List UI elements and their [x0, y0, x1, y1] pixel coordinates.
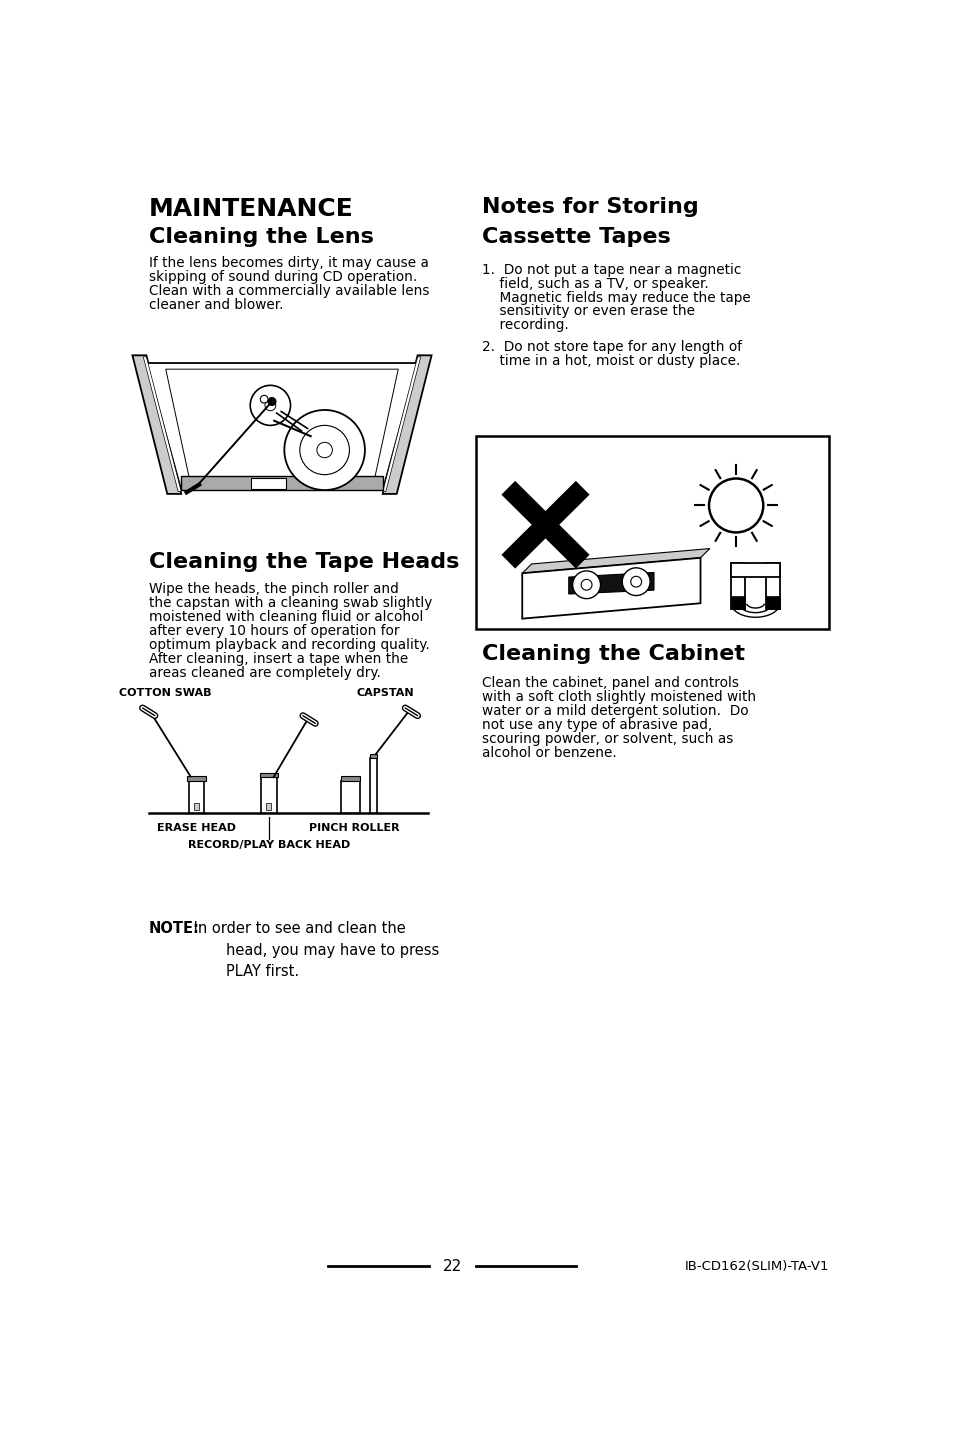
Text: not use any type of abrasive pad,: not use any type of abrasive pad,	[481, 718, 712, 732]
Polygon shape	[382, 357, 420, 491]
Text: ERASE HEAD: ERASE HEAD	[157, 822, 236, 833]
Text: PINCH ROLLER: PINCH ROLLER	[309, 822, 399, 833]
Bar	[369, 754, 377, 758]
Text: Notes for Storing: Notes for Storing	[481, 198, 698, 218]
Circle shape	[572, 571, 599, 599]
Bar	[266, 804, 271, 809]
Polygon shape	[132, 356, 181, 494]
Bar	[730, 596, 744, 609]
Text: MAINTENANCE: MAINTENANCE	[149, 198, 353, 221]
Polygon shape	[251, 478, 286, 488]
Polygon shape	[521, 549, 709, 574]
Text: Wipe the heads, the pinch roller and: Wipe the heads, the pinch roller and	[149, 583, 398, 597]
Text: If the lens becomes dirty, it may cause a: If the lens becomes dirty, it may cause …	[149, 256, 428, 270]
Text: alcohol or benzene.: alcohol or benzene.	[481, 745, 616, 760]
Text: after every 10 hours of operation for: after every 10 hours of operation for	[149, 623, 398, 638]
Text: Cleaning the Cabinet: Cleaning the Cabinet	[481, 644, 744, 664]
Text: 1.  Do not put a tape near a magnetic: 1. Do not put a tape near a magnetic	[481, 263, 740, 278]
Text: Cleaning the Lens: Cleaning the Lens	[149, 227, 374, 247]
Polygon shape	[146, 363, 417, 490]
Circle shape	[284, 410, 365, 490]
Text: skipping of sound during CD operation.: skipping of sound during CD operation.	[149, 270, 416, 283]
Bar	[187, 776, 206, 782]
Text: field, such as a TV, or speaker.: field, such as a TV, or speaker.	[481, 276, 708, 291]
Bar	[730, 564, 780, 577]
Text: RECORD/PLAY BACK HEAD: RECORD/PLAY BACK HEAD	[188, 840, 350, 850]
Circle shape	[630, 577, 641, 587]
Bar	[194, 804, 199, 809]
Bar	[765, 596, 780, 609]
Text: recording.: recording.	[481, 318, 568, 333]
Bar	[765, 564, 780, 609]
Text: with a soft cloth slightly moistened with: with a soft cloth slightly moistened wit…	[481, 690, 756, 705]
Bar	[730, 564, 744, 609]
Text: In order to see and clean the
        head, you may have to press
        PLAY f: In order to see and clean the head, you …	[189, 921, 438, 979]
Text: Magnetic fields may reduce the tape: Magnetic fields may reduce the tape	[481, 291, 750, 305]
Text: time in a hot, moist or dusty place.: time in a hot, moist or dusty place.	[481, 353, 740, 368]
Bar	[261, 777, 276, 814]
Text: cleaner and blower.: cleaner and blower.	[149, 298, 283, 311]
Text: optimum playback and recording quality.: optimum playback and recording quality.	[149, 638, 429, 652]
Circle shape	[708, 478, 762, 532]
Text: COTTON SWAB: COTTON SWAB	[119, 687, 212, 697]
Circle shape	[299, 426, 349, 475]
Text: moistened with cleaning fluid or alcohol: moistened with cleaning fluid or alcohol	[149, 610, 422, 625]
Bar	[259, 773, 278, 777]
Bar	[340, 776, 359, 782]
Text: areas cleaned are completely dry.: areas cleaned are completely dry.	[149, 665, 380, 680]
Circle shape	[250, 385, 291, 426]
Text: water or a mild detergent solution.  Do: water or a mild detergent solution. Do	[481, 705, 748, 718]
Bar	[476, 436, 828, 629]
Circle shape	[621, 568, 649, 596]
Text: CAPSTAN: CAPSTAN	[355, 687, 414, 697]
Bar	[369, 758, 377, 814]
Bar	[189, 782, 204, 814]
Polygon shape	[382, 356, 431, 494]
Text: 2.  Do not store tape for any length of: 2. Do not store tape for any length of	[481, 340, 741, 355]
Text: scouring powder, or solvent, such as: scouring powder, or solvent, such as	[481, 732, 733, 745]
Text: Clean the cabinet, panel and controls: Clean the cabinet, panel and controls	[481, 677, 739, 690]
Bar	[340, 782, 359, 814]
Circle shape	[316, 442, 332, 458]
Text: IB-CD162(SLIM)-TA-V1: IB-CD162(SLIM)-TA-V1	[684, 1260, 828, 1273]
Text: Clean with a commercially available lens: Clean with a commercially available lens	[149, 283, 429, 298]
Text: 22: 22	[442, 1258, 461, 1274]
Circle shape	[580, 580, 592, 590]
Polygon shape	[143, 357, 181, 491]
Circle shape	[268, 398, 275, 405]
Text: Cleaning the Tape Heads: Cleaning the Tape Heads	[149, 552, 458, 571]
Text: sensitivity or even erase the: sensitivity or even erase the	[481, 305, 694, 318]
Polygon shape	[166, 369, 397, 484]
Polygon shape	[568, 572, 654, 594]
Polygon shape	[521, 558, 700, 619]
Text: the capstan with a cleaning swab slightly: the capstan with a cleaning swab slightl…	[149, 596, 432, 610]
Circle shape	[265, 400, 275, 411]
Text: Cassette Tapes: Cassette Tapes	[481, 227, 670, 247]
Text: NOTE:: NOTE:	[149, 921, 199, 936]
Text: After cleaning, insert a tape when the: After cleaning, insert a tape when the	[149, 652, 408, 665]
Polygon shape	[181, 477, 382, 490]
Circle shape	[260, 395, 268, 402]
